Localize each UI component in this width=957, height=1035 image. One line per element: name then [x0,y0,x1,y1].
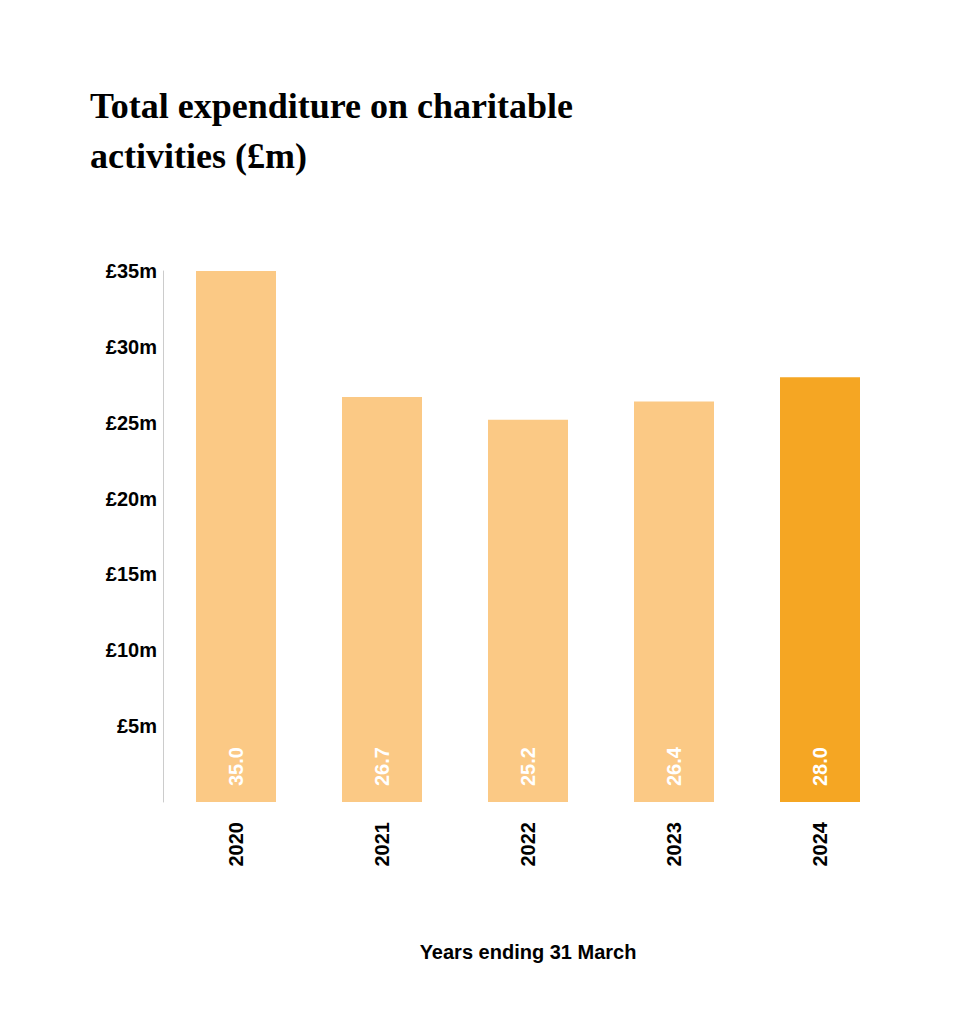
svg-text:2023: 2023 [663,822,685,867]
svg-text:26.4: 26.4 [663,746,685,786]
svg-text:28.0: 28.0 [809,747,831,786]
svg-text:25.2: 25.2 [517,747,539,786]
svg-text:£20m: £20m [106,488,157,510]
svg-text:£35m: £35m [106,260,157,282]
svg-text:Total expenditure on charitabl: Total expenditure on charitable [90,86,582,126]
svg-text:£5m: £5m [117,715,157,737]
svg-text:2021: 2021 [371,822,393,867]
svg-text:2022: 2022 [517,822,539,867]
svg-text:2020: 2020 [225,822,247,867]
svg-text:£10m: £10m [106,639,157,661]
svg-text:2024: 2024 [809,821,831,866]
svg-text:35.0: 35.0 [225,747,247,786]
svg-text:£15m: £15m [106,563,157,585]
svg-text:£30m: £30m [106,336,157,358]
svg-text:26.7: 26.7 [371,747,393,786]
svg-text:activities (£m): activities (£m) [90,136,307,176]
svg-text:Years ending 31 March: Years ending 31 March [420,941,637,963]
svg-text:£25m: £25m [106,412,157,434]
